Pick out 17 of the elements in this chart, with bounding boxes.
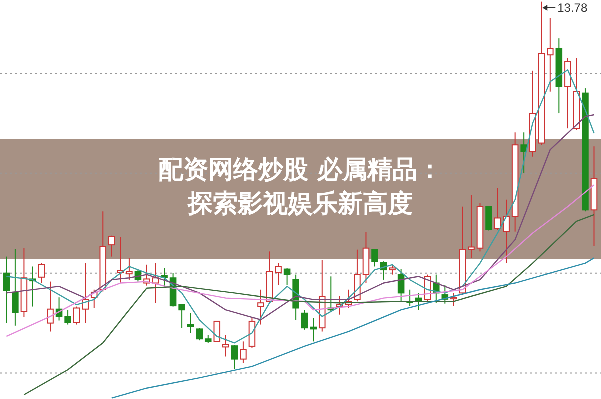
candlestick bbox=[222, 334, 230, 358]
candlestick bbox=[82, 262, 89, 324]
annotation: 13.78 bbox=[558, 1, 588, 15]
candlestick bbox=[284, 268, 291, 286]
candlestick bbox=[512, 132, 519, 232]
text: 配资网络炒股 必属精品：探索影视娱乐新高度 bbox=[158, 154, 442, 218]
candlestick bbox=[310, 318, 318, 342]
candlestick bbox=[47, 281, 54, 332]
candlestick bbox=[468, 194, 475, 259]
candlestick bbox=[503, 199, 510, 264]
candlestick bbox=[12, 248, 19, 326]
candlestick bbox=[590, 146, 598, 248]
candlestick bbox=[3, 256, 10, 324]
candlestick bbox=[520, 132, 528, 174]
candlestick bbox=[556, 38, 563, 114]
candlestick bbox=[258, 289, 264, 326]
candlestick bbox=[547, 18, 554, 92]
